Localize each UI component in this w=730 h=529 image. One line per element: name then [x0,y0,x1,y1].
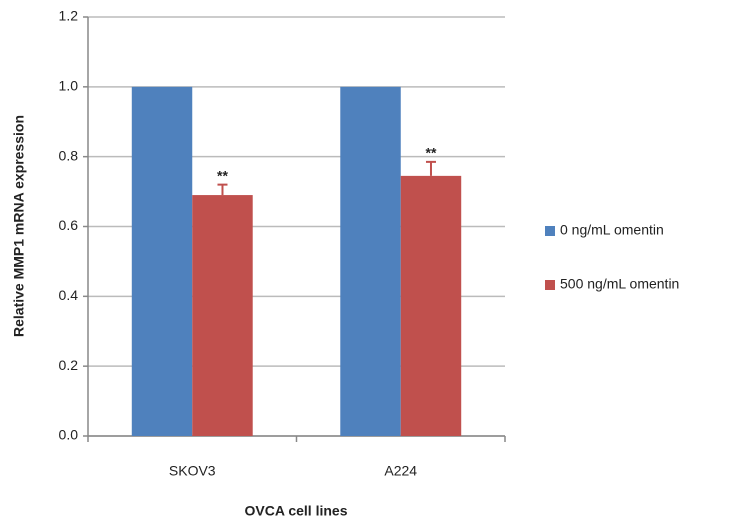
x-axis-label: OVCA cell lines [245,503,348,519]
y-tick-label: 0.0 [59,427,79,443]
bar [192,195,253,436]
significance-label: ** [426,145,437,161]
bar [340,86,401,436]
legend-label: 500 ng/mL omentin [560,276,679,292]
legend-swatch [545,226,555,236]
y-tick-label: 1.0 [59,78,79,94]
y-tick-label: 0.4 [59,287,79,303]
legend-label: 0 ng/mL omentin [560,222,664,238]
x-tick-label: A224 [384,463,417,479]
significance-label: ** [217,167,228,183]
y-tick-label: 0.6 [59,217,79,233]
x-tick-label: SKOV3 [169,463,216,479]
error-bar [217,183,228,196]
legend-swatch [545,280,555,290]
error-bar [425,160,436,176]
y-tick-label: 0.8 [59,147,79,163]
y-tick-label: 1.2 [59,8,79,24]
y-tick-label: 0.2 [59,357,79,373]
y-axis-label: Relative MMP1 mRNA expression [11,115,27,337]
bar [400,175,462,436]
bar [131,86,193,436]
